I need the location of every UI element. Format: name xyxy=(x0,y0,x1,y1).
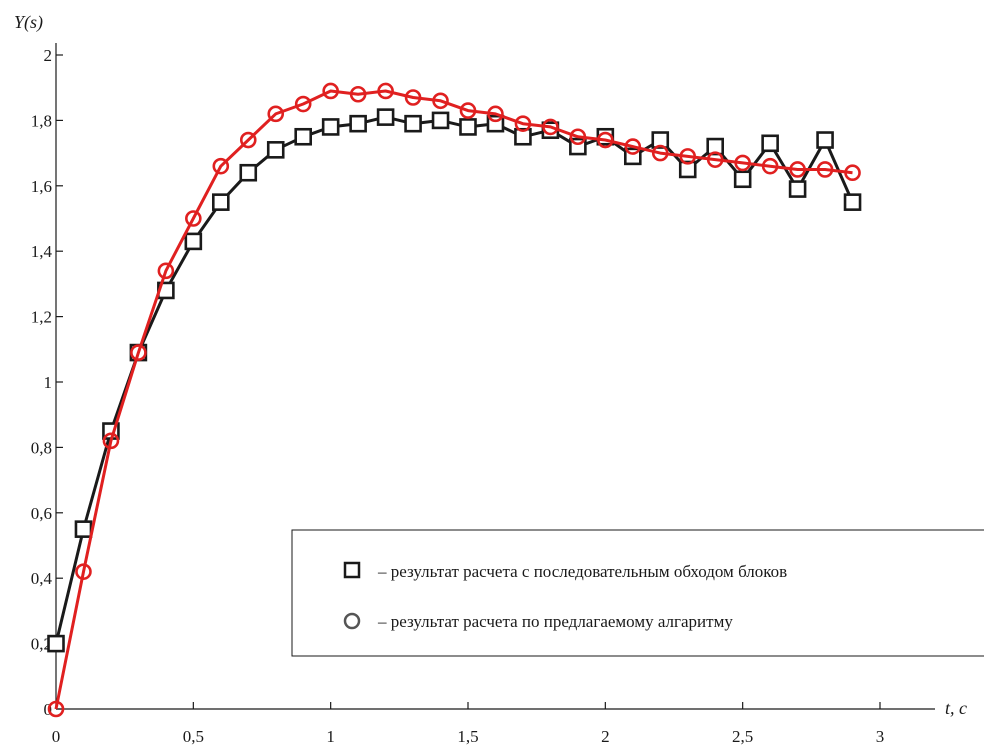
y-tick-label: 0,2 xyxy=(31,635,52,654)
data-point-circle xyxy=(514,115,532,132)
data-point-square xyxy=(349,114,367,133)
y-tick-label: 2 xyxy=(44,46,53,65)
data-point-square xyxy=(843,193,862,211)
x-tick-label: 3 xyxy=(876,727,885,746)
data-point-circle xyxy=(47,700,65,718)
data-point-square xyxy=(321,118,340,136)
x-tick-label: 2,5 xyxy=(732,727,753,746)
series-proposed xyxy=(47,82,861,718)
data-point-circle xyxy=(542,118,559,136)
data-point-circle xyxy=(130,344,147,361)
data-point-square xyxy=(678,160,697,179)
data-point-square xyxy=(761,134,779,153)
data-point-circle xyxy=(816,161,834,178)
x-tick-label: 2 xyxy=(601,727,610,746)
data-point-square xyxy=(514,127,532,146)
x-axis-label: t, c xyxy=(945,698,967,718)
data-point-circle xyxy=(75,563,92,580)
data-point-square xyxy=(788,180,807,198)
data-point-square xyxy=(294,127,313,146)
y-tick-label: 1,2 xyxy=(31,308,52,327)
x-ticks: 0 0,5 1 1,5 2 2,5 3 xyxy=(52,702,885,746)
y-tick-label: 1,4 xyxy=(31,242,53,261)
data-point-circle xyxy=(844,164,861,182)
data-point-circle xyxy=(459,102,477,119)
x-tick-label: 1,5 xyxy=(457,727,478,746)
data-point-square xyxy=(376,108,395,126)
data-point-circle xyxy=(706,151,724,168)
legend-circle-marker xyxy=(343,612,361,630)
data-point-square xyxy=(239,163,258,182)
y-tick-label: 1 xyxy=(44,373,53,392)
x-tick-label: 1 xyxy=(326,727,335,746)
data-point-circle xyxy=(761,157,779,175)
y-tick-label: 0,6 xyxy=(31,504,52,523)
data-point-circle xyxy=(624,138,642,155)
legend-label-sequential: – результат расчета с последовательным о… xyxy=(377,562,787,581)
data-point-circle xyxy=(404,89,422,106)
y-tick-label: 1,8 xyxy=(31,111,52,130)
data-point-square xyxy=(431,111,450,130)
data-point-square xyxy=(733,170,752,189)
data-point-square xyxy=(404,114,422,133)
data-point-circle xyxy=(157,262,175,280)
legend-label-proposed: – результат расчета по предлагаемому алг… xyxy=(377,612,733,631)
y-tick-label: 0,4 xyxy=(31,569,53,588)
x-tick-label: 0 xyxy=(52,727,61,746)
data-point-square xyxy=(706,137,725,156)
y-ticks: 00,20,40,60,811,21,41,61,82 xyxy=(31,46,63,719)
data-point-circle xyxy=(239,131,257,149)
data-point-circle xyxy=(487,105,504,123)
data-point-circle xyxy=(349,85,367,103)
data-point-circle xyxy=(651,144,669,162)
y-tick-label: 0,8 xyxy=(31,438,52,457)
y-axis-label: Y(s) xyxy=(14,12,43,33)
data-point-circle xyxy=(102,432,120,450)
data-point-square xyxy=(184,232,203,251)
data-point-circle xyxy=(597,131,614,149)
legend-item-square: – результат расчета с последовательным о… xyxy=(343,561,787,581)
data-point-circle xyxy=(322,82,339,100)
data-point-circle xyxy=(294,95,312,113)
data-point-circle xyxy=(432,92,449,110)
data-point-circle xyxy=(267,105,285,123)
y-tick-label: 1,6 xyxy=(31,177,52,196)
legend-item-circle: – результат расчета по предлагаемому алг… xyxy=(343,612,733,631)
data-point-circle xyxy=(679,148,697,165)
legend-box xyxy=(291,529,984,657)
data-point-circle xyxy=(185,210,202,227)
x-tick-label: 0,5 xyxy=(183,727,204,746)
series-line-proposed xyxy=(54,89,853,710)
data-point-circle xyxy=(734,154,751,172)
data-point-circle xyxy=(569,128,587,146)
legend-square-marker xyxy=(343,561,361,579)
data-point-square xyxy=(74,520,93,538)
data-point-circle xyxy=(212,157,230,175)
data-point-square xyxy=(266,141,285,159)
data-point-square xyxy=(212,193,230,211)
data-point-square xyxy=(47,634,65,653)
series-layer xyxy=(47,82,862,718)
data-point-square xyxy=(651,131,670,149)
data-point-circle xyxy=(789,161,806,178)
data-point-circle xyxy=(377,82,394,100)
data-point-square xyxy=(816,131,834,149)
data-point-square xyxy=(459,118,477,136)
